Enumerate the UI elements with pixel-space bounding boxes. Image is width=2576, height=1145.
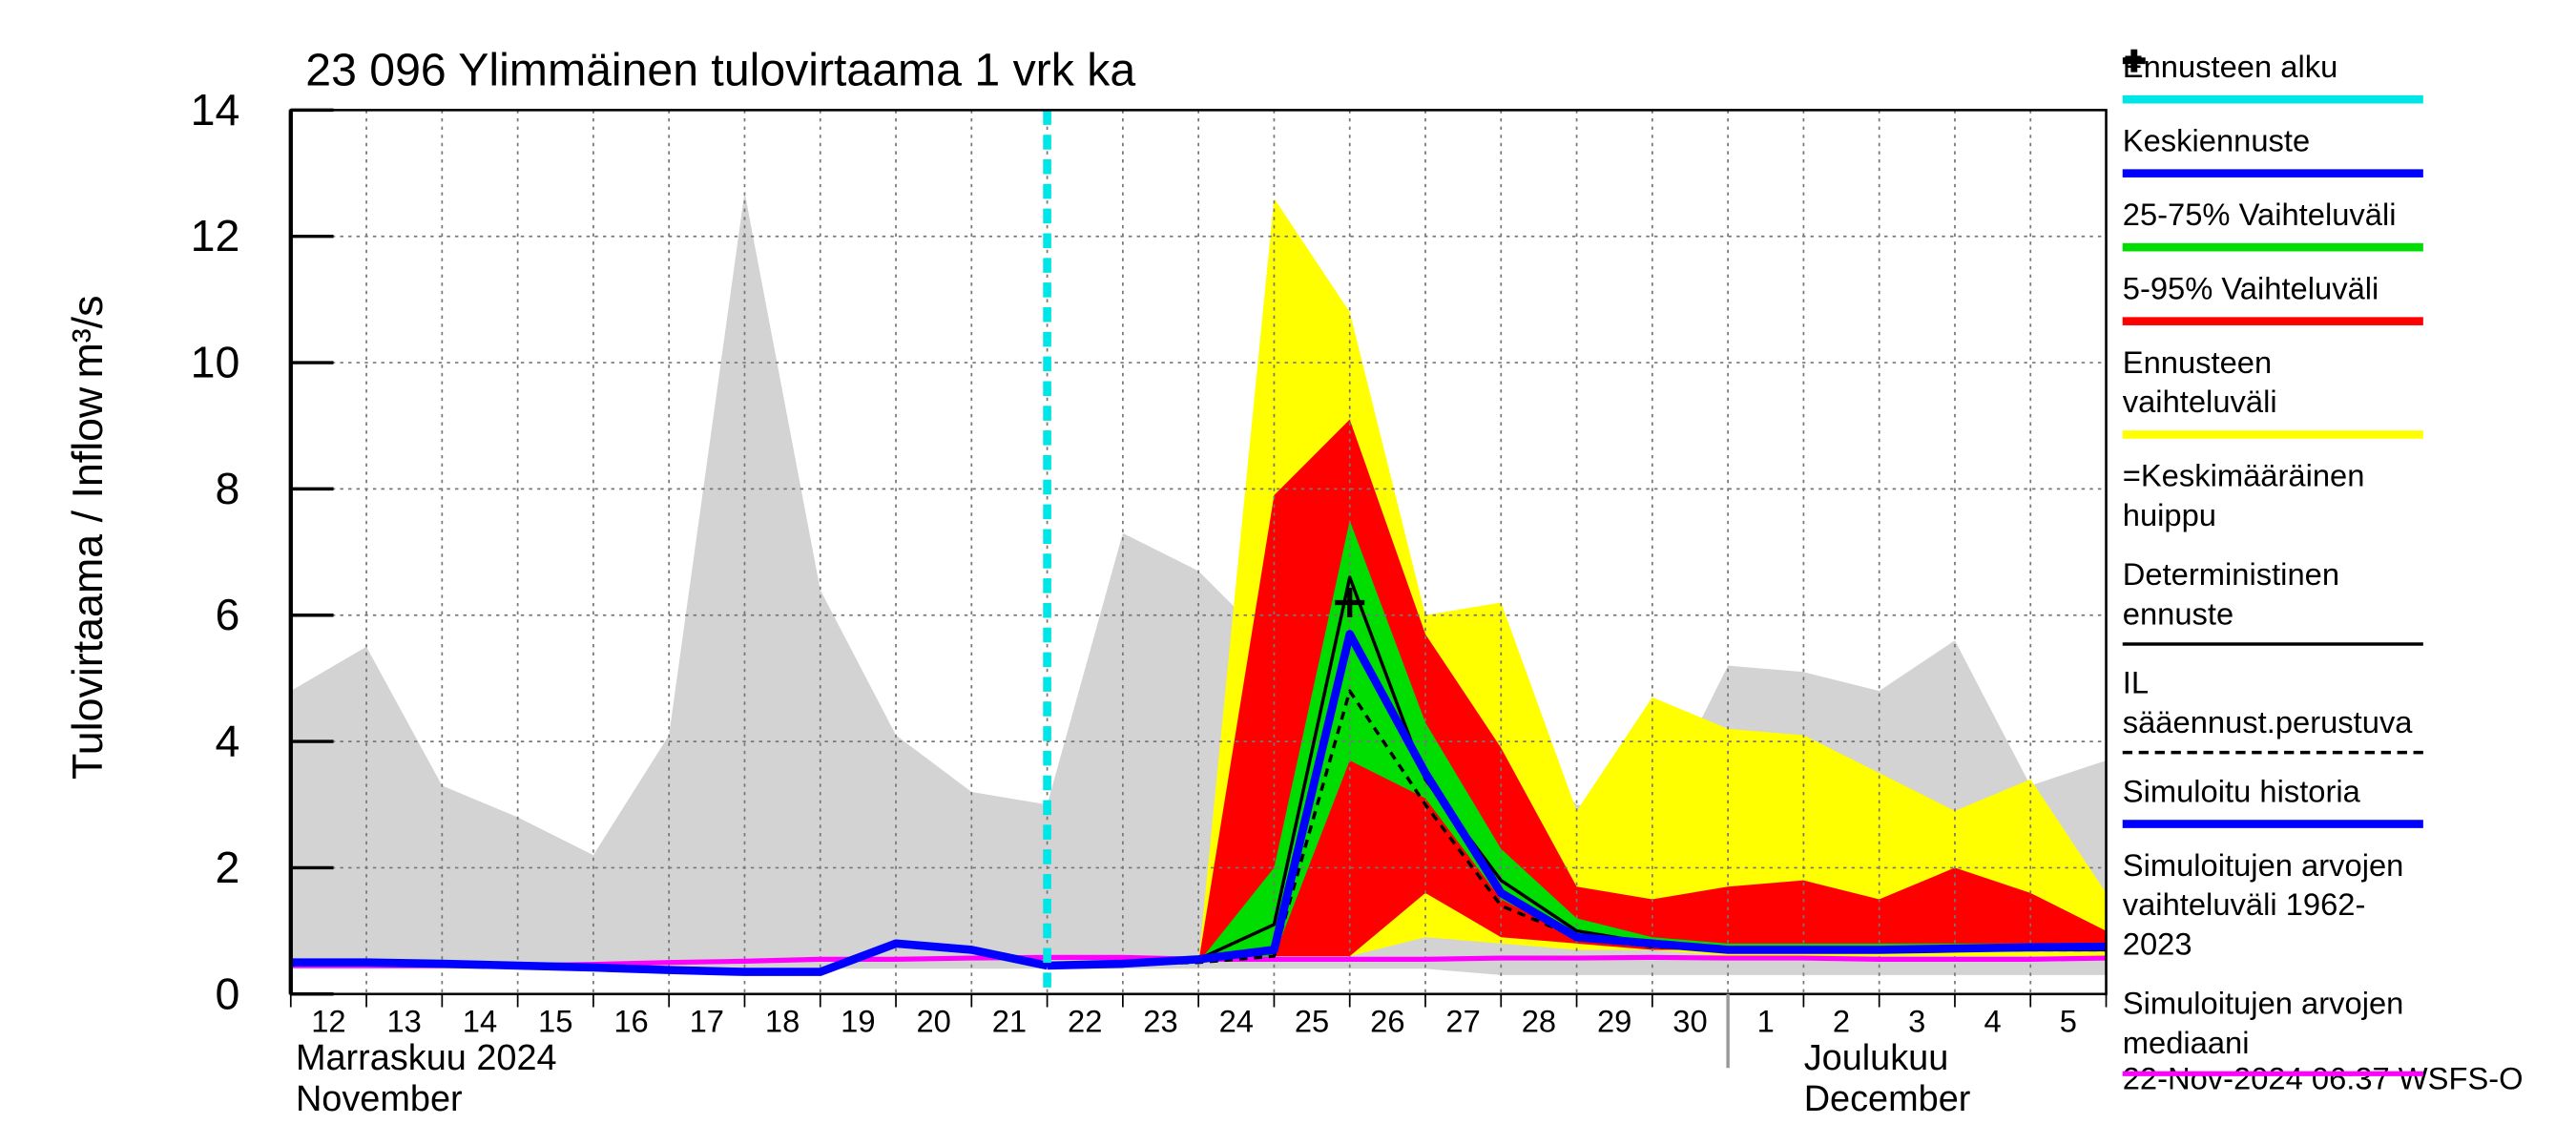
legend-text: Simuloitu historia: [2122, 775, 2360, 810]
x-tick-label: 22: [1068, 1003, 1102, 1038]
legend-label: Ennusteen vaihteluväli: [2123, 345, 2428, 425]
y-tick-label: 14: [191, 85, 240, 135]
x-tick-label: 28: [1522, 1003, 1556, 1038]
y-tick-label: 2: [216, 843, 240, 892]
legend-label: Simuloitujen arvojen vaihteluväli 1962-2…: [2123, 848, 2428, 967]
x-tick-label: 18: [765, 1003, 800, 1038]
y-tick-label: 12: [191, 211, 240, 260]
x-tick-label: 24: [1219, 1003, 1254, 1038]
y-tick-label: 8: [216, 464, 240, 513]
x-tick-label: 14: [463, 1003, 497, 1038]
band-area: [1198, 520, 2107, 963]
legend-label: Ennusteen alku: [2123, 50, 2428, 89]
legend-label: Simuloitu historia: [2123, 774, 2428, 813]
legend-item: Deterministinen ennuste: [2122, 557, 2428, 646]
x-tick-label: 15: [538, 1003, 572, 1038]
legend-item: IL sääennust.perustuva: [2122, 665, 2428, 755]
x-tick-label: 13: [386, 1003, 421, 1038]
x-tick-label: 29: [1597, 1003, 1631, 1038]
legend-item: Ennusteen alku: [2122, 50, 2428, 104]
x-tick-label: 20: [916, 1003, 950, 1038]
legend-item: Simuloitu historia: [2122, 774, 2428, 828]
x-tick-label: 12: [311, 1003, 345, 1038]
month-label: November: [296, 1079, 463, 1119]
legend-label: IL sääennust.perustuva: [2123, 665, 2428, 744]
legend-item: Ennusteen vaihteluväli: [2122, 345, 2428, 439]
legend-text: Ennusteen alku: [2122, 51, 2338, 86]
legend-text: IL sääennust.perustuva: [2122, 667, 2413, 741]
legend-item: =Keskimääräinen huippu: [2122, 49, 2428, 537]
peak-marker: [1335, 588, 1365, 618]
legend-text: Deterministinen ennuste: [2122, 558, 2340, 633]
legend-item: Simuloitujen arvojen mediaani: [2122, 986, 2428, 1076]
footer: 22-Nov-2024 06:37 WSFS-O: [2123, 1061, 2524, 1096]
x-tick-label: 4: [1984, 1003, 2001, 1038]
legend-label: 5-95% Vaihteluväli: [2123, 271, 2428, 310]
x-tick-label: 1: [1757, 1003, 1775, 1038]
legend-text: Ennusteen vaihteluväli: [2122, 346, 2277, 421]
x-tick-label: 17: [690, 1003, 724, 1038]
series-line: [1047, 630, 2107, 970]
x-tick-label: 21: [992, 1003, 1027, 1038]
legend-text: 25-75% Vaihteluväli: [2122, 198, 2397, 234]
legend-item: Simuloitujen arvojen vaihteluväli 1962-2…: [2123, 848, 2428, 967]
legend-swatch: [2122, 750, 2423, 755]
legend-text: Keskiennuste: [2122, 124, 2311, 160]
x-tick-label: 27: [1445, 1003, 1480, 1038]
legend-label: =Keskimääräinen huippu: [2122, 49, 2428, 537]
legend-item: Keskiennuste: [2122, 123, 2428, 177]
band-area: [290, 192, 2107, 975]
legend-icon: [2122, 49, 2146, 73]
y-tick-label: 10: [191, 338, 240, 387]
legend-swatch: [2122, 94, 2423, 104]
month-label: Joulukuu: [1804, 1038, 1949, 1078]
legend-swatch: [2122, 317, 2423, 325]
y-axis-unit: m³/s: [64, 295, 112, 378]
legend-text: =Keskimääräinen huippu: [2122, 460, 2365, 534]
legend-swatch: [2122, 642, 2423, 646]
legend-label: Deterministinen ennuste: [2123, 557, 2428, 636]
legend: Ennusteen alku Keskiennuste 25-75% Vaihtel…: [2122, 49, 2428, 1096]
x-tick-label: 2: [1833, 1003, 1850, 1038]
month-label: Marraskuu 2024: [296, 1038, 557, 1078]
legend-item: 5-95% Vaihteluväli: [2122, 271, 2428, 325]
x-tick-label: 5: [2060, 1003, 2077, 1038]
legend-swatch: [2122, 242, 2423, 252]
month-label: December: [1804, 1079, 1971, 1119]
x-tick-label: 3: [1908, 1003, 1925, 1038]
legend-text: Simuloitujen arvojen vaihteluväli 1962-2…: [2122, 849, 2404, 964]
legend-swatch: [2122, 1071, 2423, 1076]
x-tick-label: 23: [1143, 1003, 1177, 1038]
x-tick-label: 26: [1370, 1003, 1404, 1038]
legend-label: Keskiennuste: [2123, 123, 2428, 162]
legend-swatch: [2122, 820, 2423, 828]
y-tick-label: 4: [216, 717, 240, 766]
legend-text: 5-95% Vaihteluväli: [2122, 272, 2379, 308]
legend-label: 25-75% Vaihteluväli: [2123, 198, 2428, 237]
legend-swatch: [2122, 430, 2423, 439]
legend-swatch: [2122, 169, 2423, 177]
x-tick-label: 19: [841, 1003, 875, 1038]
x-tick-label: 25: [1295, 1003, 1329, 1038]
legend-label: Simuloitujen arvojen mediaani: [2123, 986, 2428, 1065]
y-axis-label: Tulovirtaama / Inflow: [64, 386, 112, 780]
legend-item: 25-75% Vaihteluväli: [2122, 198, 2428, 252]
legend-text: Simuloitujen arvojen mediaani: [2122, 987, 2404, 1062]
chart-title: 23 096 Ylimmäinen tulovirtaama 1 vrk ka: [305, 45, 1135, 96]
y-tick-label: 0: [216, 968, 240, 1018]
series-line: [290, 939, 1049, 976]
x-tick-label: 16: [613, 1003, 648, 1038]
y-tick-label: 6: [216, 590, 240, 639]
x-tick-label: 30: [1672, 1003, 1707, 1038]
